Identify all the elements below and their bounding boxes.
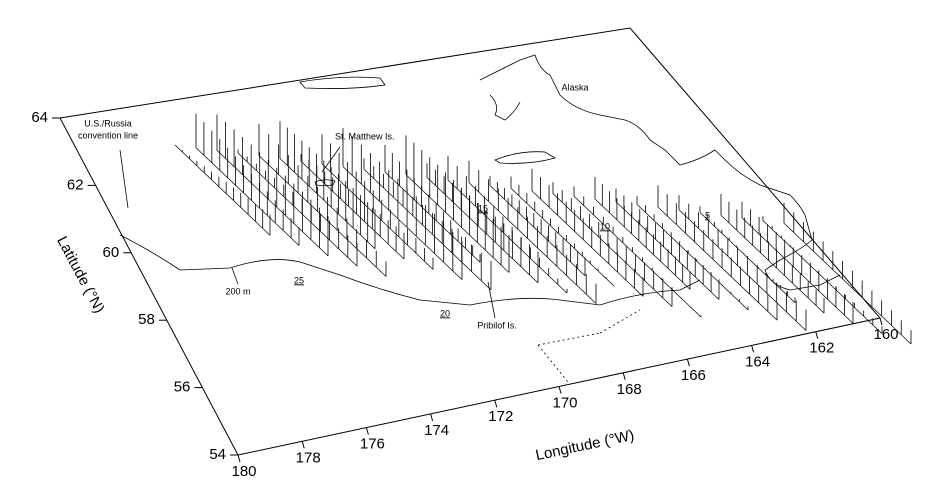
transect [510, 187, 615, 287]
transect-label: 5 [705, 210, 710, 220]
transect [384, 171, 481, 263]
x-tick [301, 441, 305, 449]
x-tick [815, 331, 819, 339]
y-axis-title: Latitude (°N) [53, 234, 108, 316]
transect [657, 206, 778, 321]
map-frame [59, 27, 881, 456]
pribilof-label: Pribilof Is. [477, 320, 517, 330]
x-tick [879, 317, 883, 326]
alaska-coast [479, 54, 841, 291]
x-tick [751, 345, 755, 353]
y-tick-label: 58 [138, 311, 155, 328]
x-tick [430, 413, 434, 422]
x-tick [365, 427, 369, 435]
transect [762, 220, 883, 334]
pointer [487, 281, 496, 319]
transect [720, 214, 825, 314]
transect [783, 223, 912, 345]
convention-label: U.S./Russia [84, 118, 132, 128]
x-tick-label: 172 [488, 408, 513, 425]
x-tick [622, 372, 626, 380]
pointer [119, 149, 129, 209]
transect [237, 152, 358, 267]
x-tick-label: 168 [617, 381, 642, 398]
dotted-line [537, 309, 641, 383]
depth-label: 200 m [225, 286, 250, 296]
transect [195, 147, 300, 246]
x-tick-label: 170 [552, 394, 577, 411]
convention-label: convention line [78, 130, 138, 140]
x-tick-label: 180 [231, 463, 256, 480]
transect [321, 163, 434, 270]
y-tick-label: 64 [31, 109, 48, 126]
x-tick [686, 358, 690, 367]
y-tick-label: 62 [67, 176, 84, 193]
x-tick-label: 166 [681, 367, 706, 384]
x-tick [558, 386, 562, 394]
y-tick-label: 56 [174, 379, 191, 396]
transect [300, 160, 405, 260]
transect [447, 179, 568, 294]
transect [363, 169, 492, 291]
transect [678, 209, 807, 331]
transect [552, 193, 673, 307]
transect [468, 182, 597, 304]
pointer [321, 146, 341, 173]
transect [531, 190, 644, 297]
transect [258, 155, 387, 277]
alaska-label: Alaska [561, 82, 588, 92]
transect [636, 204, 749, 311]
st-matthew-label: St. Matthew Is. [335, 131, 395, 141]
x-tick [494, 400, 498, 408]
y-tick-label: 54 [209, 446, 226, 463]
shelf-contour [119, 234, 701, 306]
island [299, 76, 386, 89]
transect-label: 25 [294, 275, 304, 285]
pointer [231, 267, 239, 285]
alaska-coast-inner [489, 94, 521, 121]
transect [699, 212, 796, 304]
island [494, 151, 557, 164]
transect [342, 166, 463, 280]
decoration [59, 27, 912, 456]
x-tick-label: 176 [360, 436, 385, 453]
x-tick-label: 174 [424, 422, 449, 439]
x-tick [237, 454, 241, 463]
transect [615, 201, 720, 300]
transect [741, 217, 854, 324]
x-axis-title: Longitude (°W) [534, 427, 636, 464]
transect [489, 185, 586, 277]
y-tick-label: 60 [103, 244, 120, 261]
transect [279, 158, 376, 250]
x-tick-label: 164 [745, 353, 770, 370]
transect-label: 10 [600, 221, 610, 231]
transect-label: 20 [440, 308, 450, 318]
transect [426, 177, 539, 284]
transect-label: 15 [478, 203, 488, 213]
transect [594, 198, 691, 290]
transect [573, 196, 702, 318]
x-tick-label: 162 [809, 340, 834, 357]
x-tick-label: 160 [873, 326, 898, 343]
x-tick-label: 178 [296, 449, 321, 466]
transect [174, 144, 271, 236]
transect [216, 150, 329, 257]
transect [405, 174, 510, 273]
